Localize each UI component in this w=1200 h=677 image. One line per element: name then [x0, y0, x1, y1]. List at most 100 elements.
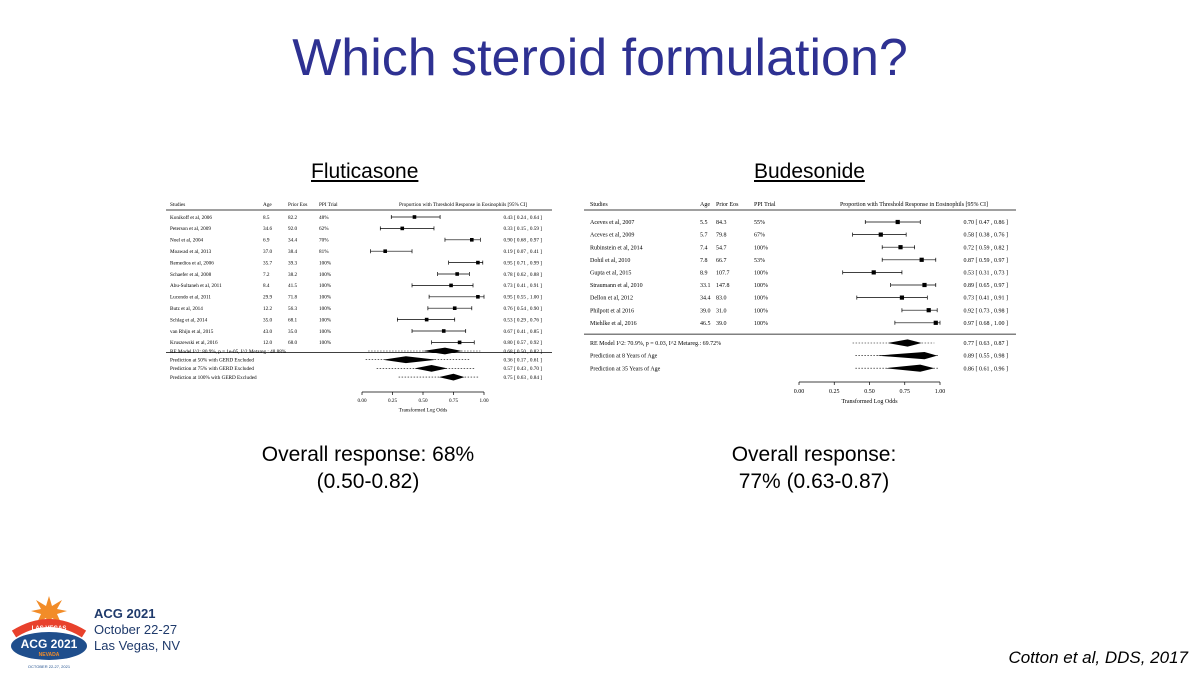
bud-study-eos: 107.7 — [716, 271, 730, 277]
flu-point-estimate — [449, 283, 453, 288]
flu-ci-label: 0.33 [ 0.15 , 0.59 ] — [504, 226, 543, 232]
bud-point-estimate — [933, 320, 938, 325]
logo-top-word: LAS VEGAS — [32, 626, 67, 632]
bud-x-tick-label: 0.25 — [829, 389, 840, 395]
bud-study-eos: 39.0 — [716, 321, 727, 327]
bud-study-age: 7.8 — [700, 258, 708, 264]
flu-study-ppi: 62% — [319, 226, 329, 232]
budesonide-response-line1: Overall response: — [731, 443, 897, 466]
flu-point-estimate — [424, 317, 429, 322]
flu-study-age: 12.2 — [263, 306, 272, 312]
flu-point-estimate — [412, 215, 417, 219]
bud-x-tick-label: 1.00 — [935, 389, 946, 395]
flu-x-tick-label: 0.75 — [449, 398, 458, 404]
bud-study-name: Philpott et al 2016 — [590, 308, 634, 314]
bud-study-ppi: 53% — [754, 258, 765, 264]
flu-study-eos: 68.1 — [288, 317, 297, 323]
flu-summary-ci-label: 0.36 [ 0.17 , 0.61 ] — [504, 358, 543, 364]
bud-study-ppi: 100% — [754, 321, 768, 327]
bud-study-eos: 79.8 — [716, 233, 727, 239]
flu-study-ppi: 70% — [319, 238, 329, 244]
flu-study-name: Konikoff et al, 2006 — [170, 214, 212, 221]
bud-point-estimate — [926, 308, 931, 313]
budesonide-forest-plot: Studies Age Prior Eos PPI Trial Proportion w… — [584, 196, 1016, 426]
flu-col-header: Age — [263, 202, 272, 208]
logo-sub: NEVADA — [39, 652, 60, 658]
flu-study-age: 34.6 — [263, 226, 272, 232]
fluticasone-heading: Fluticasone — [311, 160, 419, 183]
budesonide-heading: Budesonide — [754, 160, 865, 183]
flu-study-age: 7.2 — [263, 272, 270, 278]
flu-col-header: Proportion with Threshold Response in Eo… — [399, 202, 527, 208]
flu-study-name: Abu-Sultaneh et al, 2011 — [170, 283, 222, 289]
flu-study-eos: 38.2 — [288, 272, 297, 278]
flu-study-eos: 82.2 — [288, 215, 297, 221]
conference-footer: LAS VEGAS ACG 2021 NEVADA OCTOBER 22-27,… — [6, 592, 196, 672]
flu-point-estimate — [441, 329, 446, 333]
bud-col-header: Prior Eos — [716, 202, 739, 208]
flu-study-eos: 92.0 — [288, 226, 297, 232]
flu-summary-label: Prediction at 100% with GERD Excluded — [170, 375, 257, 381]
flu-col-header: Prior Eos — [288, 202, 307, 208]
conference-dates: October 22-27 — [94, 622, 178, 637]
logo-badge: ACG 2021 NEVADA — [11, 632, 87, 660]
bud-ci-label: 0.87 [ 0.59 , 0.97 ] — [964, 258, 1009, 264]
bud-col-header: Proportion with Threshold Response in Eo… — [840, 202, 988, 208]
bud-study-eos: 31.0 — [716, 308, 727, 314]
flu-study-name: Kruszewski et al, 2016 — [170, 340, 218, 346]
bud-summary-ci-label: 0.86 [ 0.61 , 0.96 ] — [964, 366, 1009, 372]
acg-2021-logo: LAS VEGAS ACG 2021 NEVADA OCTOBER 22-27,… — [11, 596, 87, 669]
bud-study-age: 33.1 — [700, 283, 711, 289]
flu-study-name: Lucendo et al, 2011 — [170, 295, 211, 301]
bud-ci-label: 0.53 [ 0.31 , 0.73 ] — [964, 271, 1009, 277]
flu-study-name: Remedios et al, 2006 — [170, 260, 214, 266]
bud-summary-label: RE Model I^2: 70.9%, p = 0.03, I^2 Metar… — [590, 341, 721, 347]
flu-ci-label: 0.43 [ 0.24 , 0.64 ] — [504, 215, 543, 221]
bud-study-name: Aceves et al, 2009 — [590, 233, 634, 239]
bud-ci-label: 0.92 [ 0.73 , 0.98 ] — [964, 308, 1009, 314]
bud-ci-label: 0.72 [ 0.59 , 0.82 ] — [964, 245, 1009, 251]
flu-summary-diamond — [438, 373, 465, 381]
flu-study-ppi: 100% — [319, 340, 332, 346]
bud-ci-label: 0.97 [ 0.68 , 1.00 ] — [964, 321, 1009, 327]
bud-study-name: Gupta et al, 2015 — [590, 271, 631, 277]
bud-summary-diamond — [876, 352, 938, 360]
bud-point-estimate — [922, 282, 927, 288]
flu-study-name: Schlag et al, 2014 — [170, 317, 208, 323]
bud-study-name: Dohil et al, 2010 — [590, 258, 630, 264]
flu-ci-label: 0.19 [ 0.07 , 0.41 ] — [504, 249, 543, 255]
bud-point-estimate — [871, 270, 876, 275]
flu-summary-diamond — [382, 356, 437, 364]
flu-study-eos: 35.0 — [288, 329, 297, 335]
conference-name: ACG 2021 — [94, 606, 156, 621]
bud-ci-label: 0.70 [ 0.47 , 0.86 ] — [964, 220, 1009, 226]
flu-study-ppi: 100% — [319, 260, 332, 266]
flu-point-estimate — [400, 226, 405, 231]
conference-place: Las Vegas, NV — [94, 638, 180, 653]
flu-ci-label: 0.95 [ 0.71 , 0.99 ] — [504, 260, 543, 266]
bud-x-tick-label: 0.75 — [900, 389, 911, 395]
logo-top-arc: LAS VEGAS — [11, 619, 87, 638]
flu-study-name: van Rhijn et al, 2015 — [170, 329, 214, 335]
flu-study-eos: 68.0 — [288, 340, 297, 346]
bud-study-eos: 84.3 — [716, 220, 727, 226]
flu-study-name: Schaefer et al, 2008 — [170, 271, 212, 278]
slide-title: Which steroid formulation? — [292, 29, 908, 87]
bud-x-axis-label: Transformed Log Odds — [841, 398, 898, 405]
bud-study-ppi: 100% — [754, 308, 768, 314]
fluticasone-response-line2: (0.50-0.82) — [316, 470, 420, 493]
logo-dates: OCTOBER 22-27, 2021 — [28, 664, 71, 669]
bud-study-ppi: 67% — [754, 233, 765, 239]
bud-study-ppi: 55% — [754, 220, 765, 226]
bud-study-eos: 83.0 — [716, 296, 727, 302]
bud-col-header: Age — [700, 202, 710, 208]
flu-point-estimate — [455, 272, 459, 276]
flu-study-ppi: 48% — [319, 215, 329, 221]
flu-point-estimate — [383, 249, 387, 253]
flu-x-tick-label: 0.00 — [357, 398, 366, 404]
flu-study-name: Peterson et al, 2009 — [170, 226, 211, 232]
flu-ci-label: 0.76 [ 0.54 , 0.90 ] — [504, 306, 543, 312]
flu-point-estimate — [452, 306, 457, 310]
flu-study-eos: 56.3 — [288, 306, 297, 312]
